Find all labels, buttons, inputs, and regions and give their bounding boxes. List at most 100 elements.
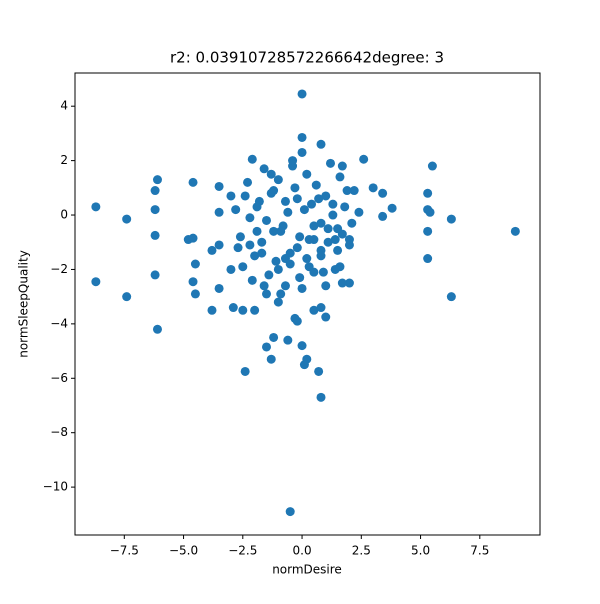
point (344, 235, 354, 245)
point (321, 191, 331, 201)
point (333, 245, 343, 255)
y-tick-label: −8 (50, 425, 68, 439)
point (330, 235, 340, 245)
point (271, 256, 281, 266)
point (297, 283, 307, 293)
point (261, 215, 271, 225)
point (309, 267, 319, 277)
point (347, 218, 357, 228)
point (316, 392, 326, 402)
point (238, 305, 248, 315)
point (276, 289, 286, 299)
plot-frame (74, 72, 541, 536)
point (314, 366, 324, 376)
point (261, 342, 271, 352)
point (378, 211, 388, 221)
point (323, 237, 333, 247)
point (510, 226, 520, 236)
point (214, 240, 224, 250)
point (247, 154, 257, 164)
point (280, 254, 290, 264)
point (321, 312, 331, 322)
point (292, 194, 302, 204)
point (335, 172, 345, 182)
point (269, 226, 279, 236)
y-tick-label: −2 (50, 262, 68, 276)
y-tick-label: 2 (60, 153, 68, 167)
point (423, 188, 433, 198)
point (427, 161, 437, 171)
point (243, 177, 253, 187)
point (304, 235, 314, 245)
y-tick-label: −4 (50, 316, 68, 330)
point (252, 202, 262, 212)
point (423, 226, 433, 236)
x-tick-label: 7.5 (470, 544, 489, 558)
point (257, 248, 267, 258)
y-tick-label: −10 (43, 480, 68, 494)
point (252, 226, 262, 236)
point (91, 202, 101, 212)
point (425, 207, 435, 217)
point (302, 254, 312, 264)
point (266, 188, 276, 198)
point (152, 324, 162, 334)
point (337, 161, 347, 171)
point (323, 224, 333, 234)
x-tick-label: −2.5 (228, 544, 257, 558)
x-tick-label: −7.5 (110, 544, 139, 558)
point (188, 277, 198, 287)
x-tick-label: 5.0 (411, 544, 430, 558)
point (250, 251, 260, 261)
point (297, 147, 307, 157)
point (333, 224, 343, 234)
point (214, 181, 224, 191)
point (259, 164, 269, 174)
point (295, 232, 305, 242)
point (233, 243, 243, 253)
point (266, 169, 276, 179)
x-tick-label: 2.5 (352, 544, 371, 558)
point (240, 366, 250, 376)
point (297, 132, 307, 142)
point (257, 237, 267, 247)
point (276, 226, 286, 236)
point (207, 245, 217, 255)
point (150, 230, 160, 240)
point (214, 207, 224, 217)
point (190, 259, 200, 269)
point (292, 243, 302, 253)
point (91, 277, 101, 287)
point (340, 202, 350, 212)
y-tick-label: 4 (60, 99, 68, 113)
point (368, 183, 378, 193)
x-tick-label: 0.0 (293, 544, 312, 558)
point (150, 270, 160, 280)
point (280, 196, 290, 206)
point (309, 221, 319, 231)
point (316, 303, 326, 313)
point (342, 186, 352, 196)
point (240, 191, 250, 201)
point (337, 278, 347, 288)
point (228, 303, 238, 313)
point (226, 264, 236, 274)
point (295, 273, 305, 283)
point (321, 281, 331, 291)
point (226, 191, 236, 201)
point (273, 175, 283, 185)
point (316, 139, 326, 149)
point (264, 270, 274, 280)
point (122, 292, 132, 302)
x-tick-label: −5.0 (169, 544, 198, 558)
point (387, 203, 397, 213)
y-tick-label: 0 (60, 208, 68, 222)
point (231, 205, 241, 215)
point (283, 335, 293, 345)
point (280, 281, 290, 291)
point (314, 194, 324, 204)
point (261, 289, 271, 299)
point (288, 156, 298, 166)
point (188, 177, 198, 187)
